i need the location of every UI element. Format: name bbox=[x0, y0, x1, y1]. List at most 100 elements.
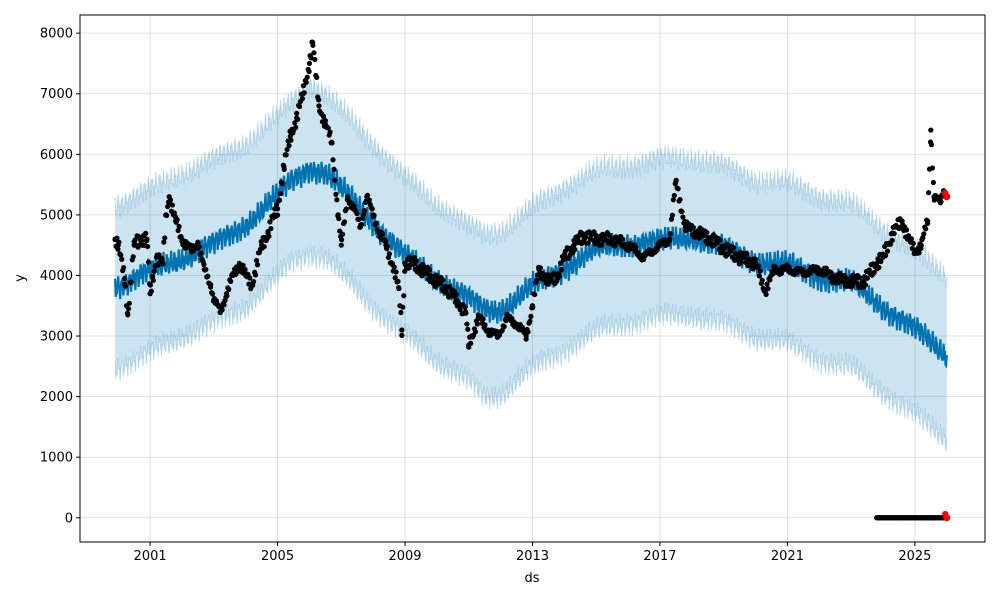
data-point bbox=[878, 258, 884, 265]
x-axis-label: ds bbox=[524, 571, 539, 586]
data-point bbox=[558, 267, 565, 273]
data-point bbox=[545, 278, 552, 285]
data-point bbox=[721, 245, 727, 251]
data-point bbox=[310, 39, 316, 45]
data-point bbox=[236, 260, 242, 266]
data-point bbox=[392, 275, 398, 281]
data-point bbox=[172, 218, 179, 224]
data-point bbox=[905, 236, 912, 242]
data-point bbox=[704, 230, 710, 236]
x-tick-label: 2025 bbox=[898, 549, 931, 564]
data-point bbox=[121, 264, 127, 271]
data-point bbox=[201, 266, 207, 273]
data-point bbox=[296, 103, 303, 110]
x-tick-label: 2013 bbox=[516, 549, 549, 564]
data-point bbox=[929, 165, 936, 171]
data-point bbox=[331, 166, 337, 172]
data-point bbox=[843, 275, 849, 281]
data-point bbox=[396, 284, 402, 291]
data-point bbox=[585, 240, 591, 246]
data-point bbox=[472, 329, 479, 335]
data-point bbox=[382, 238, 389, 244]
data-point bbox=[874, 260, 880, 266]
data-point bbox=[871, 270, 877, 276]
data-point bbox=[854, 280, 860, 286]
data-point bbox=[539, 270, 545, 276]
data-point bbox=[151, 268, 157, 274]
data-point bbox=[357, 224, 364, 230]
data-point bbox=[669, 212, 675, 218]
data-point bbox=[122, 283, 129, 289]
data-point bbox=[536, 266, 542, 273]
data-point bbox=[482, 322, 488, 328]
data-point bbox=[228, 278, 234, 285]
data-point bbox=[399, 332, 405, 338]
data-point bbox=[201, 261, 207, 268]
data-point bbox=[756, 273, 762, 279]
data-point bbox=[667, 231, 674, 237]
data-point bbox=[625, 242, 631, 248]
data-point bbox=[925, 190, 932, 196]
data-point bbox=[373, 220, 379, 226]
data-point bbox=[527, 318, 533, 324]
data-point bbox=[513, 321, 520, 327]
data-point bbox=[370, 212, 376, 218]
data-point bbox=[132, 237, 138, 243]
data-point bbox=[937, 200, 943, 206]
data-point bbox=[267, 219, 273, 225]
data-point bbox=[485, 327, 491, 333]
y-tick-label: 8000 bbox=[40, 27, 73, 42]
data-point bbox=[462, 304, 468, 310]
data-point bbox=[345, 194, 351, 200]
data-point bbox=[383, 242, 389, 248]
data-point bbox=[311, 50, 317, 56]
x-tick-label: 2017 bbox=[643, 549, 676, 564]
data-point bbox=[271, 212, 277, 218]
data-point bbox=[606, 232, 612, 238]
data-point bbox=[930, 179, 936, 186]
data-point bbox=[889, 237, 895, 243]
data-point bbox=[904, 227, 910, 233]
data-point bbox=[633, 244, 639, 251]
actual-points bbox=[112, 39, 951, 522]
data-point bbox=[122, 275, 128, 282]
data-point bbox=[759, 277, 765, 283]
data-point bbox=[910, 240, 916, 246]
data-point bbox=[402, 260, 408, 266]
data-point bbox=[666, 236, 673, 242]
data-point bbox=[680, 214, 686, 220]
data-point bbox=[281, 163, 287, 170]
data-point bbox=[464, 321, 470, 327]
data-point bbox=[767, 277, 773, 283]
data-point bbox=[857, 275, 863, 281]
data-point bbox=[364, 194, 370, 200]
data-point bbox=[376, 230, 383, 236]
data-point bbox=[259, 242, 265, 248]
data-point bbox=[762, 288, 768, 294]
data-point bbox=[876, 264, 882, 271]
data-point bbox=[306, 60, 313, 67]
data-point bbox=[143, 230, 149, 236]
data-point bbox=[169, 202, 176, 208]
data-point bbox=[399, 327, 405, 333]
data-point bbox=[322, 121, 328, 127]
data-point bbox=[325, 125, 331, 131]
data-point bbox=[312, 56, 318, 63]
data-point bbox=[316, 103, 322, 109]
data-point bbox=[887, 241, 893, 247]
data-point bbox=[657, 242, 663, 248]
data-point bbox=[294, 115, 300, 121]
data-point bbox=[354, 210, 360, 217]
data-point bbox=[243, 272, 249, 279]
data-point bbox=[864, 275, 871, 281]
data-point bbox=[254, 262, 261, 268]
data-point bbox=[329, 139, 335, 145]
data-point bbox=[161, 239, 167, 245]
data-point bbox=[525, 329, 531, 335]
data-point bbox=[572, 246, 578, 253]
data-point bbox=[288, 137, 294, 143]
data-point bbox=[925, 218, 931, 224]
data-point bbox=[609, 236, 615, 242]
data-point bbox=[504, 315, 510, 321]
axis-ticks: 2001 2005 2009 2013 2017 2021 2025 0 1000 2000 300… bbox=[40, 27, 932, 564]
